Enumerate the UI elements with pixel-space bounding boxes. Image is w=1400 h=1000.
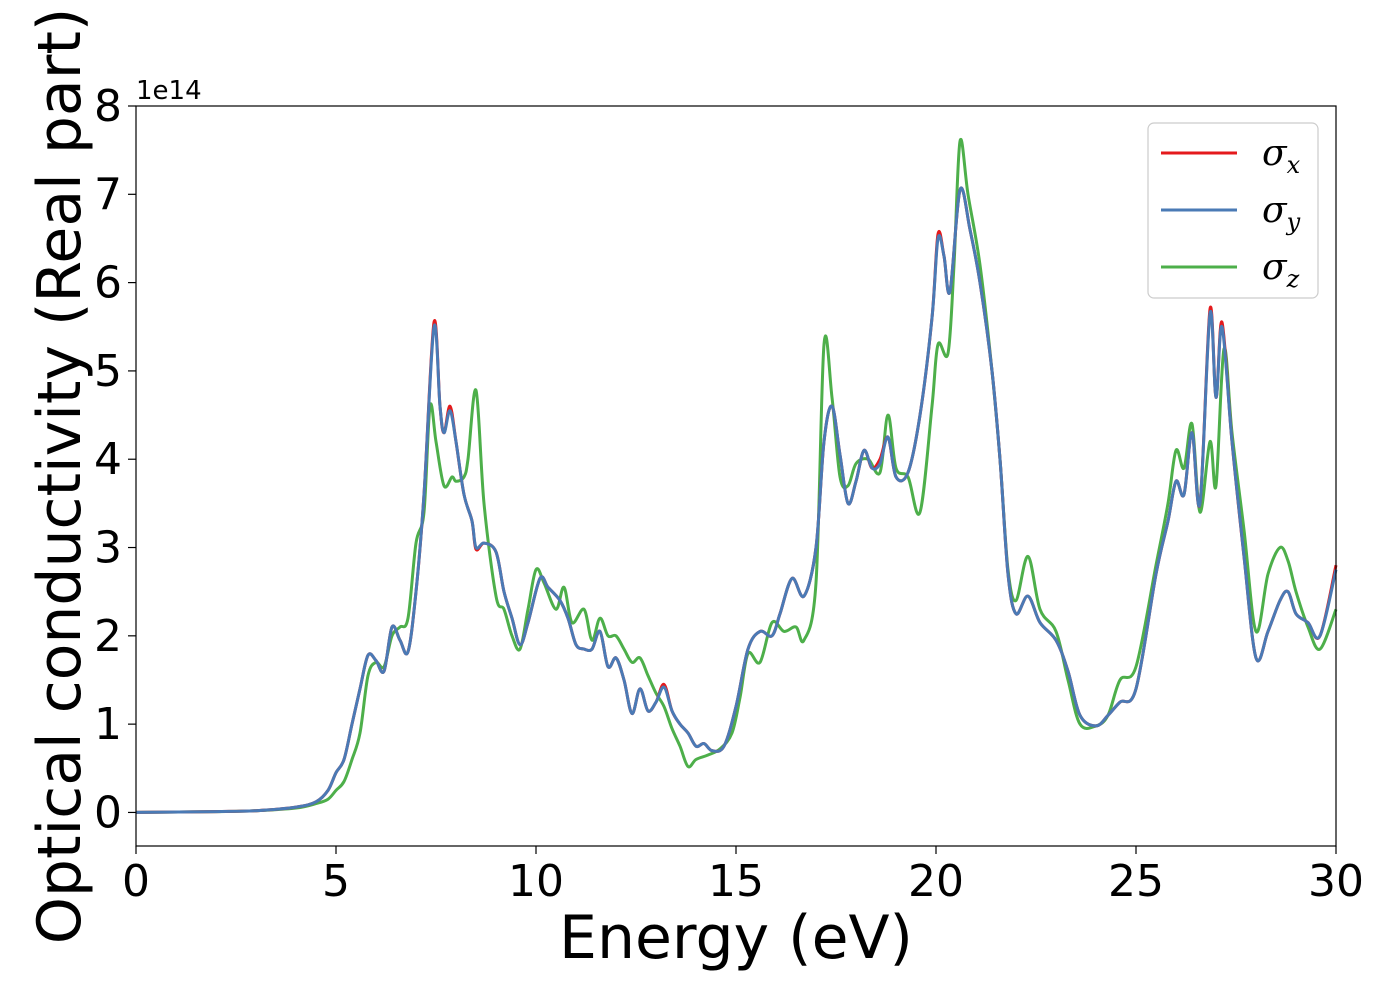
legend-label-x: σx xyxy=(1262,133,1301,179)
y-tick-label: 5 xyxy=(94,346,122,397)
series-line-z xyxy=(135,137,1338,814)
legend-symbol: σ xyxy=(1262,247,1288,288)
x-tick-label: 25 xyxy=(1108,856,1164,907)
y-tick-label: 8 xyxy=(94,81,122,132)
y-offset-label: 1e14 xyxy=(136,76,202,106)
x-tick-label: 20 xyxy=(908,856,964,907)
legend-subscript: x xyxy=(1287,151,1301,179)
legend-subscript: y xyxy=(1286,208,1301,236)
y-tick-label: 7 xyxy=(94,169,122,220)
y-tick-label: 3 xyxy=(94,523,122,574)
series-layer xyxy=(135,137,1338,814)
x-tick-label: 30 xyxy=(1308,856,1364,907)
y-axis-title: Optical conductivity (Real part) xyxy=(25,8,95,945)
x-tick-label: 15 xyxy=(708,856,764,907)
y-tick-label: 1 xyxy=(94,699,122,750)
y-axis: 0 1 2 3 4 5 6 7 8 xyxy=(94,81,136,838)
x-tick-label: 5 xyxy=(322,856,350,907)
x-tick-label: 10 xyxy=(508,856,564,907)
legend-subscript: z xyxy=(1286,265,1300,293)
legend-symbol: σ xyxy=(1262,190,1288,231)
series-line-y xyxy=(135,186,1338,814)
x-axis-title: Energy (eV) xyxy=(559,903,913,973)
x-tick-label: 0 xyxy=(122,856,150,907)
legend-label-z: σz xyxy=(1262,247,1300,293)
y-tick-label: 6 xyxy=(94,258,122,309)
legend-symbol: σ xyxy=(1262,133,1288,174)
x-axis: 0 5 10 15 20 25 30 xyxy=(122,846,1364,907)
legend-label-y: σy xyxy=(1262,190,1301,236)
y-tick-label: 4 xyxy=(94,434,122,485)
y-tick-label: 2 xyxy=(94,611,122,662)
y-tick-label: 0 xyxy=(94,787,122,838)
